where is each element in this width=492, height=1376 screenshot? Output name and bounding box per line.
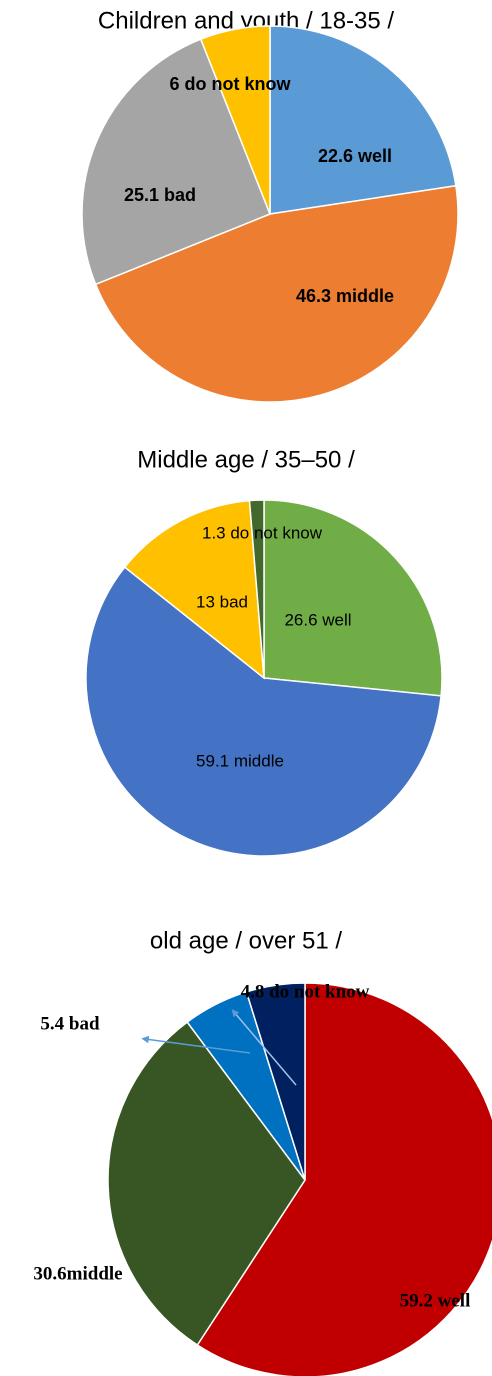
pie-slice — [94, 184, 459, 403]
arrow — [231, 1009, 297, 1086]
pie-slice — [248, 499, 265, 679]
arrow — [141, 1035, 251, 1054]
data-label: 46.3 middle — [296, 286, 394, 306]
pie-slice — [269, 25, 457, 215]
pie-slice — [196, 982, 492, 1376]
data-label: 13 bad — [196, 592, 248, 611]
pie-slice — [199, 25, 271, 215]
data-label: 4.8 do not know — [241, 981, 370, 1002]
data-label: 30.6middle — [33, 1263, 122, 1284]
data-label: 26.6 well — [284, 610, 351, 629]
data-label: 5.4 bad — [40, 1013, 100, 1034]
pie-slice — [107, 1021, 306, 1347]
pie-slice — [263, 499, 443, 697]
chart-title: old age / over 51 / — [150, 927, 342, 954]
chart-title: Middle age / 35–50 / — [137, 446, 355, 473]
data-label: 6 do not know — [170, 74, 292, 94]
data-label: 22.6 well — [318, 146, 392, 166]
pie-slice — [123, 499, 265, 680]
data-label: 25.1 bad — [124, 185, 196, 205]
data-label: 59.1 middle — [196, 751, 284, 770]
data-label: 59.2 well — [400, 1290, 471, 1311]
data-label: 1.3 do not know — [202, 523, 323, 542]
pie-slice — [85, 566, 442, 857]
pie-slice — [245, 982, 306, 1181]
pie-slice — [81, 38, 271, 286]
